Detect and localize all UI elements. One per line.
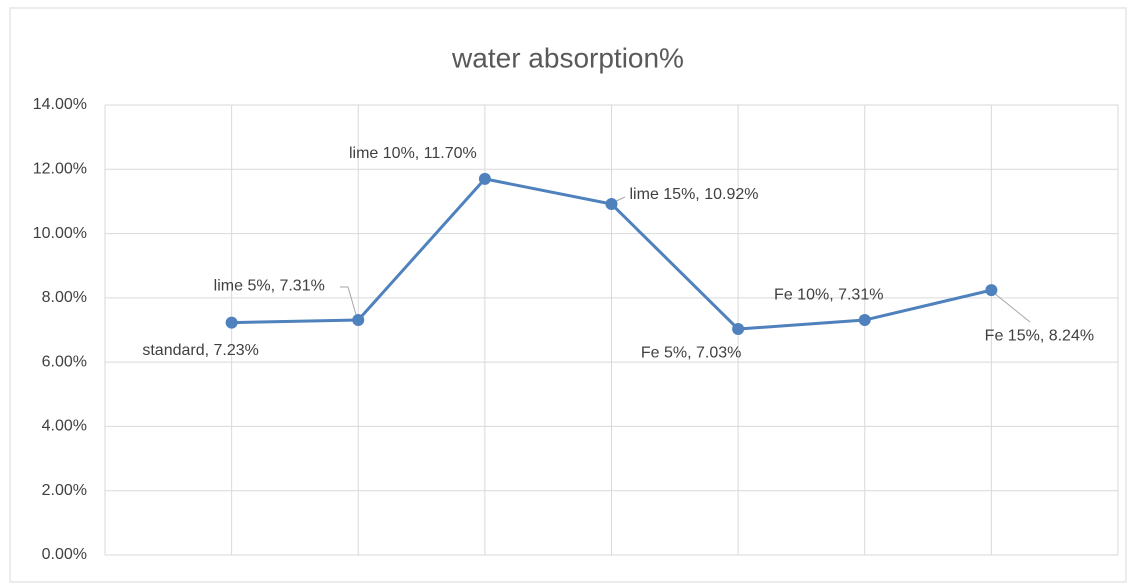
marker bbox=[732, 323, 745, 336]
data-label: lime 15%, 10.92% bbox=[630, 186, 759, 203]
y-tick-label: 12.00% bbox=[33, 161, 87, 178]
y-tick-label: 14.00% bbox=[33, 96, 87, 113]
data-label: lime 5%, 7.31% bbox=[214, 277, 325, 294]
marker bbox=[478, 172, 491, 185]
data-label: Fe 10%, 7.31% bbox=[774, 286, 883, 303]
marker bbox=[605, 198, 618, 210]
chart-title: water absorption% bbox=[451, 42, 684, 73]
marker bbox=[225, 316, 238, 329]
chart-border bbox=[9, 7, 1127, 583]
data-label: Fe 15%, 8.24% bbox=[985, 327, 1094, 344]
y-tick-label: 0.00% bbox=[42, 546, 87, 563]
marker bbox=[985, 284, 998, 297]
y-tick-label: 6.00% bbox=[42, 353, 87, 370]
data-label: lime 10%, 11.70% bbox=[349, 145, 477, 162]
y-tick-label: 10.00% bbox=[33, 225, 87, 242]
leader-line bbox=[993, 292, 1031, 323]
marker bbox=[352, 314, 365, 327]
y-tick-label: 2.00% bbox=[42, 482, 87, 499]
y-tick-label: 8.00% bbox=[42, 289, 87, 306]
data-label: standard, 7.23% bbox=[142, 342, 259, 359]
marker bbox=[858, 314, 871, 327]
data-label: Fe 5%, 7.03% bbox=[641, 344, 742, 361]
y-tick-label: 4.00% bbox=[42, 418, 87, 435]
leader-line bbox=[340, 286, 358, 319]
